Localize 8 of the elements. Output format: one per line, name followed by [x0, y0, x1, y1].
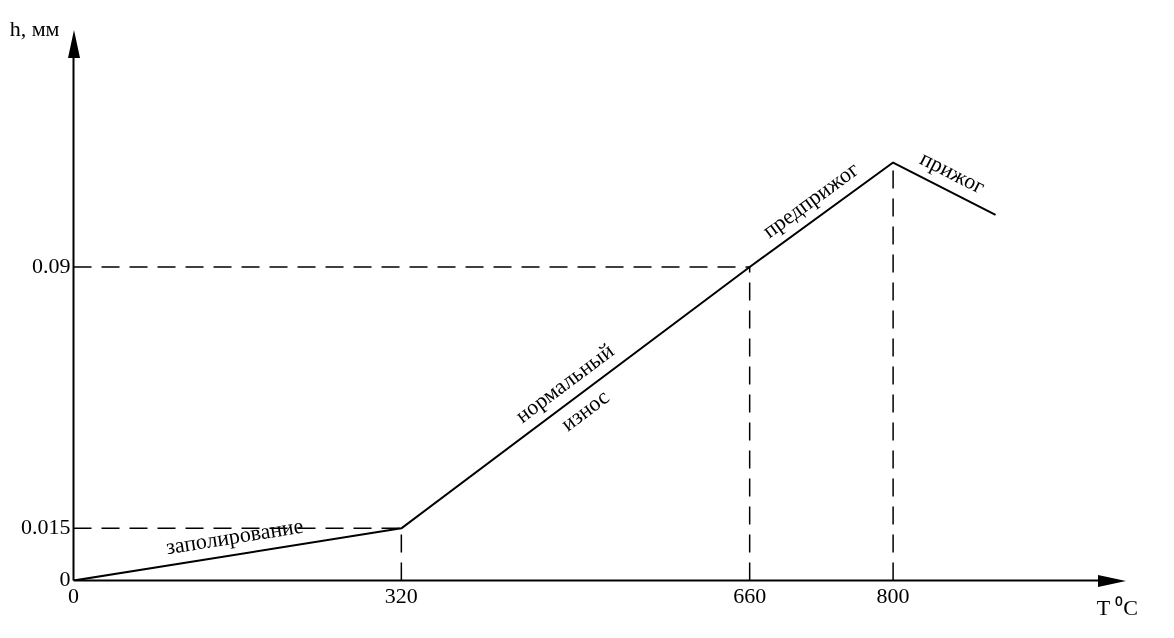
y-tick-label: 0.09	[32, 252, 71, 278]
x-axis-title: T ⁰C	[1096, 594, 1138, 620]
x-tick-label: 660	[733, 582, 767, 608]
x-tick-label: 320	[384, 582, 418, 608]
x-tick-label: 800	[876, 582, 910, 608]
y-axis-title: h, мм	[9, 16, 60, 41]
y-tick-label: 0.015	[21, 514, 71, 540]
annotation: заполирование	[164, 512, 305, 560]
